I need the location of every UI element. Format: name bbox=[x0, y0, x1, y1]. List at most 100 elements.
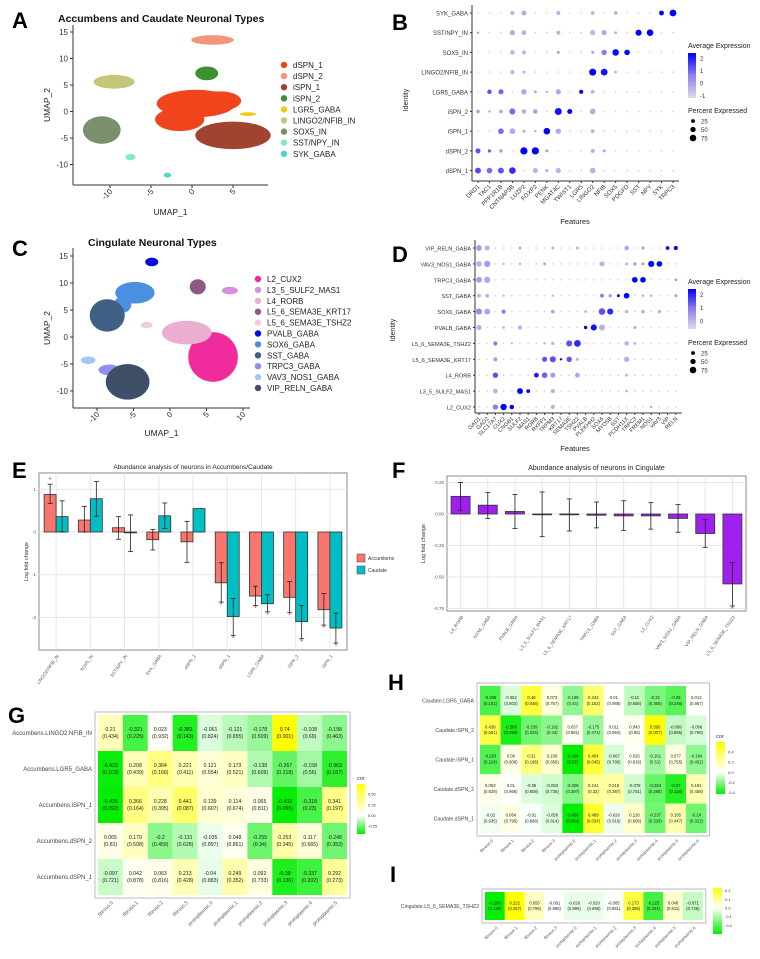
expression-dot bbox=[486, 358, 489, 361]
heatmap-cell: -0.423(0.103) bbox=[98, 751, 123, 787]
correlation-value: -0.06 bbox=[527, 783, 537, 788]
correlation-value: 0.117 bbox=[303, 835, 316, 841]
correlation-value: -0.426 bbox=[567, 813, 580, 818]
expression-dot bbox=[625, 389, 628, 393]
p-value: (0.606) bbox=[628, 818, 642, 823]
expression-dot bbox=[649, 110, 651, 113]
expression-dot bbox=[484, 245, 490, 251]
expression-dot bbox=[580, 169, 583, 172]
cell-fill bbox=[98, 787, 123, 823]
expression-dot bbox=[535, 279, 538, 281]
expression-dot bbox=[526, 389, 531, 393]
heatmap-h: Caudate.LGR5_GABA-0.305(0.161)-0.062(0.8… bbox=[422, 682, 736, 861]
column-label: fibrous.1 bbox=[499, 838, 515, 854]
heatmap-cell: 0.185(0.447) bbox=[665, 803, 686, 833]
bar-chart-f: Abundance analysis of neurons in Cingula… bbox=[421, 465, 747, 657]
expression-dot bbox=[543, 390, 546, 392]
expression-dot bbox=[649, 51, 651, 54]
heatmap-cell: -0.24(0.322) bbox=[686, 803, 707, 833]
cell-fill bbox=[480, 803, 501, 833]
category-label: L5_6_SEMA3E_TSHZ2 bbox=[705, 614, 737, 656]
expression-dot bbox=[543, 342, 546, 345]
cell-fill bbox=[521, 686, 542, 716]
heatmap-cell: 0.342(0.152) bbox=[583, 686, 604, 716]
color-legend-title: Average Expression bbox=[688, 43, 751, 50]
expression-dot bbox=[576, 279, 579, 281]
expression-dot bbox=[476, 245, 482, 251]
expression-dot bbox=[551, 246, 555, 250]
cell-fill bbox=[643, 892, 664, 920]
heatmap-cell: -0.121(0.655) bbox=[222, 715, 248, 751]
p-value: (0.816) bbox=[152, 878, 169, 884]
expression-dot bbox=[494, 247, 497, 249]
expression-dot bbox=[509, 108, 516, 115]
expression-dot bbox=[642, 390, 644, 392]
column-label: fibrous.1 bbox=[503, 925, 519, 941]
expression-dot bbox=[584, 263, 587, 265]
legend-label: VAV3_NOS1_GABA bbox=[267, 373, 340, 382]
expression-dot bbox=[675, 342, 677, 345]
p-value: (0.56) bbox=[303, 770, 317, 776]
heatmap-cell: 0.042(0.878) bbox=[122, 859, 148, 895]
panel-label-i: I bbox=[390, 862, 396, 887]
cluster-points bbox=[200, 91, 242, 111]
expression-dot bbox=[560, 247, 562, 249]
expression-dot bbox=[519, 279, 521, 281]
expression-dot bbox=[675, 358, 677, 361]
feature-label: SST bbox=[629, 184, 642, 197]
expression-dot bbox=[649, 405, 653, 409]
expression-dot bbox=[543, 247, 546, 249]
significance-star: * bbox=[323, 625, 326, 632]
cluster-points bbox=[140, 321, 153, 329]
expression-dot bbox=[521, 10, 527, 16]
expression-dot bbox=[477, 91, 479, 93]
expression-dot bbox=[511, 247, 513, 249]
legend-swatch bbox=[254, 275, 262, 283]
p-value: (0.434) bbox=[102, 734, 119, 740]
heatmap-cell: -0.026(0.898) bbox=[584, 892, 604, 920]
correlation-value: -0.04 bbox=[204, 871, 216, 877]
row-label: Caudate.iSPN_1 bbox=[435, 758, 474, 764]
expression-dot bbox=[593, 263, 595, 265]
cell-fill bbox=[122, 823, 148, 859]
cell-fill bbox=[147, 715, 173, 751]
p-value: (0.814) bbox=[545, 818, 559, 823]
legend-swatch bbox=[280, 117, 288, 124]
panel-label-a: A bbox=[12, 8, 28, 33]
expression-dot bbox=[486, 167, 493, 174]
heatmap-cell: 0.01(0.968) bbox=[603, 686, 625, 716]
correlation-value: -0.424 bbox=[567, 754, 580, 759]
expression-dot bbox=[672, 91, 674, 93]
column-label: fibrous.3 bbox=[172, 900, 190, 918]
cell-fill bbox=[272, 823, 298, 859]
expression-dot bbox=[660, 71, 663, 73]
cell-fill bbox=[583, 774, 604, 804]
expression-dot bbox=[641, 246, 645, 250]
cluster-points bbox=[195, 66, 219, 81]
cell-fill bbox=[562, 686, 583, 716]
expression-dot bbox=[484, 260, 491, 268]
cluster-points bbox=[239, 112, 256, 117]
series-caudate: * * * * bbox=[55, 481, 343, 650]
dotplot-b: SYK_GABA SST/NPY_IN SOX5_IN LINGO2/NFIB_IN L… bbox=[403, 5, 751, 226]
cell-fill bbox=[583, 803, 604, 833]
identity-label: SST_GABA bbox=[441, 294, 471, 300]
identity-label: LINGO2/NFIB_IN bbox=[421, 71, 468, 77]
x-tick-label: -10 bbox=[87, 410, 102, 425]
correlation-value: 0.179 bbox=[129, 835, 142, 841]
p-value: (0.202) bbox=[301, 878, 318, 884]
heatmap-cell: -0.097(0.721) bbox=[98, 859, 123, 895]
heatmap-cell: -0.178(0.509) bbox=[247, 715, 273, 751]
y-tick-label: -10 bbox=[56, 161, 68, 170]
column-label: fibrous.3 bbox=[541, 838, 557, 854]
expression-dot bbox=[658, 279, 661, 281]
heatmap-cell: 0.489(0.034) bbox=[583, 803, 604, 833]
correlation-value: 0.185 bbox=[670, 813, 681, 818]
identity-label: L2_CUX2 bbox=[447, 406, 471, 412]
cluster-points bbox=[155, 107, 205, 132]
cluster-points bbox=[89, 299, 125, 332]
correlation-value: -0.267 bbox=[277, 763, 292, 769]
category-label: L2_CUX2 bbox=[639, 614, 655, 633]
cell-fill bbox=[147, 787, 173, 823]
expression-dot bbox=[614, 31, 618, 35]
